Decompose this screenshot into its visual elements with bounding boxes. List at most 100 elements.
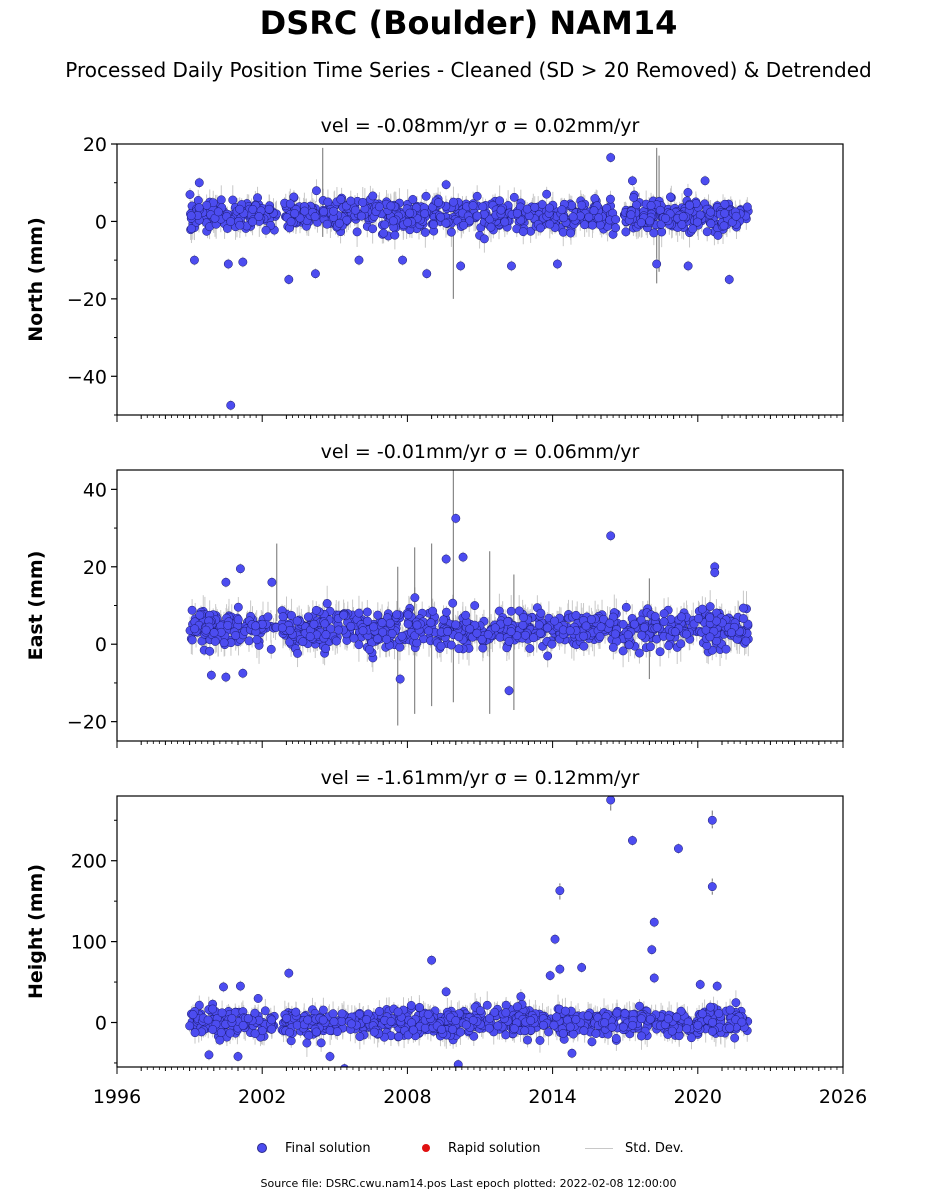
- final-solution-point: [312, 186, 321, 196]
- final-solution-point: [512, 208, 522, 218]
- final-solution-point: [559, 213, 569, 223]
- final-solution-point: [705, 632, 715, 642]
- final-solution-point: [397, 631, 407, 641]
- final-solution-point: [741, 636, 751, 646]
- y-tick-label: 20: [83, 557, 107, 579]
- final-solution-point: [608, 643, 618, 652]
- final-solution-point: [509, 192, 519, 202]
- final-solution-point: [354, 608, 364, 618]
- final-solution-point: [490, 623, 500, 633]
- final-solution-point: [594, 213, 604, 223]
- final-solution-point: [652, 259, 662, 269]
- final-solution-point: [244, 636, 254, 646]
- final-solution-point: [387, 629, 397, 639]
- final-solution-point: [694, 614, 703, 624]
- final-solution-point: [311, 605, 321, 615]
- final-solution-point: [287, 611, 296, 620]
- final-solution-point: [611, 215, 621, 224]
- final-solution-point: [458, 552, 468, 562]
- final-solution-point: [518, 227, 528, 237]
- final-solution-point: [621, 227, 631, 237]
- final-solution-point: [186, 211, 196, 221]
- final-solution-point: [322, 219, 332, 229]
- final-solution-point: [379, 228, 389, 238]
- final-solution-point: [472, 211, 482, 221]
- final-solution-point: [681, 629, 691, 639]
- final-solution-point: [618, 619, 628, 629]
- final-solution-point: [334, 218, 344, 228]
- final-solution-point: [377, 618, 387, 628]
- final-solution-point: [702, 227, 712, 237]
- panel-east: vel = -0.01mm/yr σ = 0.06mm/yr East (mm) −…: [25, 441, 844, 748]
- final-solution-point: [369, 622, 379, 632]
- final-solution-point: [659, 617, 669, 627]
- final-solution-point: [500, 217, 510, 227]
- final-solution-point: [650, 612, 660, 622]
- final-solution-point: [738, 614, 748, 623]
- final-solution-point: [441, 607, 451, 617]
- final-solution-point: [331, 636, 341, 646]
- final-solution-point: [363, 616, 372, 626]
- final-solution-point: [727, 628, 736, 638]
- final-solution-point: [194, 178, 204, 188]
- final-solution-point: [373, 610, 383, 620]
- final-solution-point: [346, 621, 356, 631]
- final-solution-point: [436, 212, 446, 222]
- final-solution-point: [477, 635, 487, 644]
- final-solution-point: [235, 220, 245, 230]
- final-solution-point: [506, 606, 516, 616]
- final-solution-point: [261, 225, 271, 235]
- final-solution-point: [503, 617, 513, 627]
- final-solution-point: [403, 218, 413, 228]
- final-solution-point: [354, 255, 364, 265]
- final-solution-point: [710, 568, 720, 578]
- final-solution-point: [228, 195, 238, 205]
- final-solution-point: [290, 209, 300, 218]
- final-solution-point: [543, 651, 553, 661]
- final-solution-point: [705, 613, 715, 623]
- final-solution-point: [187, 605, 197, 615]
- final-solution-point: [216, 195, 226, 205]
- final-solution-point: [395, 674, 405, 684]
- final-solution-point: [443, 627, 453, 636]
- final-solution-point: [595, 220, 605, 230]
- final-solution-point: [618, 646, 628, 656]
- final-solution-point: [465, 216, 474, 226]
- final-solution-point: [390, 230, 400, 240]
- final-solution-point: [580, 220, 590, 230]
- final-solution-point: [550, 616, 559, 626]
- final-solution-point: [536, 608, 546, 618]
- final-solution-point: [624, 640, 634, 650]
- final-solution-point: [685, 200, 695, 210]
- final-solution-point: [429, 220, 438, 229]
- final-solution-point: [557, 205, 567, 215]
- panel-north: vel = -0.08mm/yr σ = 0.02mm/yr North (mm)…: [25, 115, 844, 422]
- final-solution-point: [542, 623, 552, 633]
- final-solution-point: [630, 619, 639, 629]
- final-solution-point: [267, 577, 277, 587]
- final-solution-point: [628, 176, 637, 186]
- final-solution-point: [670, 627, 680, 637]
- final-solution-point: [520, 630, 530, 640]
- final-solution-point: [621, 602, 631, 612]
- main-title: DSRC (Boulder) NAM14: [259, 4, 678, 42]
- final-solution-point: [251, 621, 260, 631]
- final-solution-point: [700, 176, 710, 186]
- final-solution-point: [428, 606, 438, 616]
- final-solution-point: [194, 203, 204, 213]
- final-solution-point: [285, 199, 295, 209]
- y-tick-label: −40: [67, 366, 107, 388]
- final-solution-point: [320, 619, 330, 629]
- final-solution-point: [358, 197, 368, 207]
- final-solution-point: [529, 633, 539, 643]
- final-solution-point: [568, 212, 578, 222]
- final-solution-point: [720, 199, 730, 209]
- final-solution-point: [202, 200, 212, 210]
- final-solution-point: [545, 219, 555, 229]
- final-solution-point: [581, 621, 591, 631]
- final-solution-point: [368, 224, 378, 234]
- final-solution-point: [365, 645, 374, 654]
- final-solution-point: [649, 228, 659, 238]
- final-solution-point: [412, 620, 422, 630]
- final-solution-point: [293, 648, 302, 658]
